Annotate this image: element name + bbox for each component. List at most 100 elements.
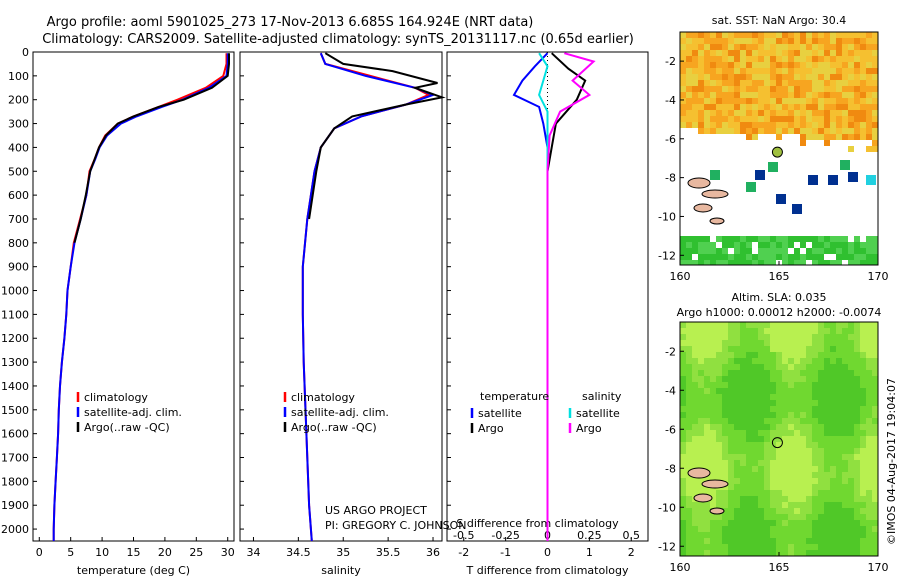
map-cell: [698, 538, 704, 544]
map-cell: [710, 352, 716, 358]
map-cell: [770, 104, 776, 110]
island-shape: [709, 507, 725, 515]
map-cell: [770, 478, 776, 484]
map-cell: [758, 322, 764, 328]
map-cell: [854, 532, 860, 538]
map-cell: [752, 322, 758, 328]
map-cell: [710, 80, 716, 86]
map-cell: [704, 328, 710, 334]
map-cell: [866, 400, 872, 406]
map-cell: [740, 514, 746, 520]
map-cell: [818, 418, 824, 424]
map-cell: [776, 394, 782, 400]
map-cell: [728, 382, 734, 388]
map-cell: [830, 358, 836, 364]
map-cell: [854, 496, 860, 502]
map-cell: [842, 394, 848, 400]
map-cell: [746, 496, 752, 502]
map-cell: [812, 328, 818, 334]
map-cell: [788, 544, 794, 550]
map-cell: [710, 400, 716, 406]
map-cell: [782, 322, 788, 328]
y-tick-label: 1800: [1, 475, 29, 488]
map-cell: [794, 472, 800, 478]
map-cell: [872, 454, 878, 460]
map-cell: [800, 134, 806, 140]
map-cell: [794, 346, 800, 352]
map-cell: [764, 382, 770, 388]
map-cell: [776, 478, 782, 484]
map-cell: [722, 364, 728, 370]
map-cell: [770, 436, 776, 442]
map-cell: [806, 448, 812, 454]
map-cell: [782, 394, 788, 400]
map-cell: [770, 382, 776, 388]
map-cell: [872, 346, 878, 352]
map-cell: [764, 242, 770, 248]
map-cell: [872, 104, 878, 110]
map-cell: [758, 80, 764, 86]
map-cell: [794, 370, 800, 376]
map-cell: [818, 388, 824, 394]
map-cell: [800, 32, 806, 38]
map-cell: [728, 68, 734, 74]
y-tick-label: 500: [8, 165, 29, 178]
map-cell: [812, 236, 818, 242]
map-cell: [860, 328, 866, 334]
map-cell: [782, 406, 788, 412]
map-cell: [872, 236, 878, 242]
map-cell: [698, 394, 704, 400]
map-cell: [746, 394, 752, 400]
map-cell: [752, 496, 758, 502]
map-cell: [692, 442, 698, 448]
legend-label: satellite-adj. clim.: [84, 406, 182, 419]
map-cell: [686, 110, 692, 116]
map-cell: [830, 328, 836, 334]
map-cell: [782, 32, 788, 38]
map-cell: [800, 466, 806, 472]
map-cell: [806, 62, 812, 68]
map-cell: [836, 242, 842, 248]
map-cell: [746, 38, 752, 44]
map-cell: [842, 50, 848, 56]
map-cell: [710, 454, 716, 460]
map-cell: [728, 376, 734, 382]
island-shape: [687, 177, 711, 189]
map-cell: [692, 260, 698, 265]
map-cell: [818, 254, 824, 260]
map-cell: [848, 520, 854, 526]
map-cell: [698, 98, 704, 104]
map-cell: [848, 406, 854, 412]
map-cell: [788, 364, 794, 370]
map-cell: [686, 254, 692, 260]
map-cell: [812, 98, 818, 104]
map-cell: [818, 50, 824, 56]
map-cell: [794, 490, 800, 496]
map-cell: [806, 32, 812, 38]
map-cell: [830, 442, 836, 448]
map-cell: [770, 248, 776, 254]
map-cell: [680, 454, 686, 460]
map-cell: [848, 550, 854, 556]
map-cell: [704, 418, 710, 424]
map-cell: [764, 236, 770, 242]
map-cell: [866, 98, 872, 104]
map-cell: [764, 98, 770, 104]
map-cell: [746, 406, 752, 412]
map-cell: [746, 80, 752, 86]
map-cell: [866, 406, 872, 412]
map-cell: [734, 242, 740, 248]
map-cell: [710, 334, 716, 340]
map-cell: [728, 104, 734, 110]
map-cell: [836, 376, 842, 382]
map-cell: [794, 334, 800, 340]
map-cell: [854, 50, 860, 56]
map-cell: [728, 328, 734, 334]
map-cell: [680, 466, 686, 472]
map-cell: [866, 260, 872, 265]
map-cell: [860, 68, 866, 74]
map-cell: [758, 104, 764, 110]
map-cell: [734, 448, 740, 454]
map-cell: [752, 68, 758, 74]
map-cell: [728, 92, 734, 98]
